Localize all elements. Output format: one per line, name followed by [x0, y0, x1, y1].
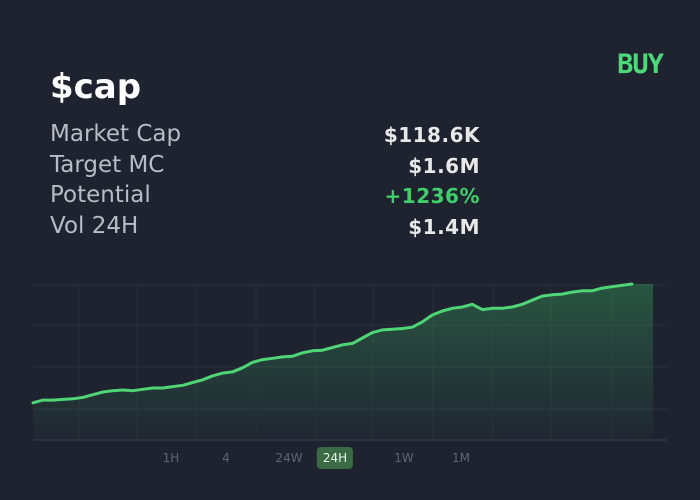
- buy-button[interactable]: BUY: [617, 48, 664, 80]
- price-area: [33, 284, 653, 440]
- stat-label: Vol 24H: [50, 212, 139, 239]
- tab-1m[interactable]: 1M: [452, 451, 470, 465]
- tab-1w[interactable]: 1W: [394, 451, 414, 465]
- tab-4[interactable]: 4: [222, 451, 230, 465]
- stat-row-vol-24h: Vol 24H $1.4M: [50, 213, 480, 244]
- price-line: [31, 282, 634, 405]
- stat-row-target-mc: Target MC $1.6M: [50, 152, 480, 183]
- stat-row-market-cap: Market Cap $118.6K: [50, 121, 480, 152]
- tab-24h[interactable]: 24H: [316, 447, 354, 469]
- stat-label: Market Cap: [50, 121, 182, 147]
- stat-row-potential: Potential +1236%: [50, 182, 480, 213]
- tab-24w[interactable]: 24W: [275, 451, 303, 465]
- stat-value: $1.4M: [408, 214, 480, 239]
- stat-label: Potential: [50, 182, 151, 208]
- timeframe-tabs: 1H 4 24W 24H 1W 1M: [0, 447, 700, 471]
- stat-value: $118.6K: [383, 123, 480, 147]
- stat-value-positive: +1236%: [384, 184, 480, 208]
- stat-value: $1.6M: [408, 153, 480, 178]
- tab-1h[interactable]: 1H: [162, 451, 180, 465]
- stat-label: Target MC: [50, 151, 165, 178]
- price-chart: [31, 282, 667, 441]
- token-name: $cap: [50, 67, 142, 107]
- stats-list: Market Cap $118.6K Target MC $1.6M Poten…: [50, 121, 480, 243]
